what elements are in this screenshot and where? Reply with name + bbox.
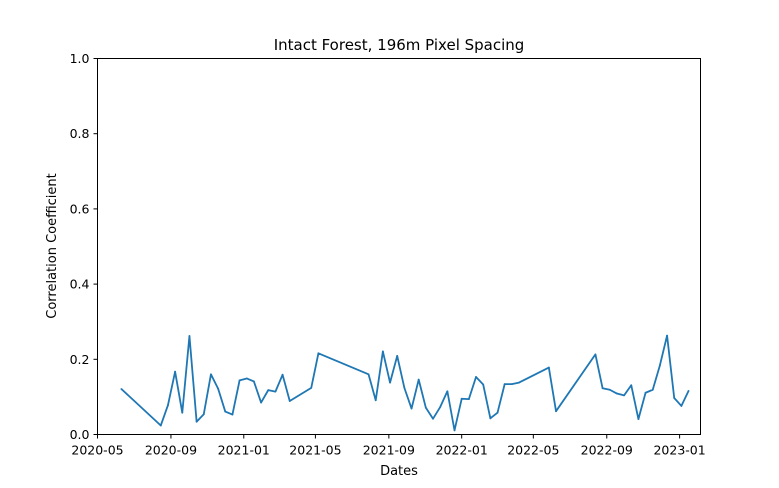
y-tick-label: 0.6	[70, 201, 90, 216]
data-point	[503, 383, 506, 386]
data-point	[188, 335, 191, 337]
data-point	[217, 387, 220, 390]
data-point	[195, 420, 198, 423]
chart-title: Intact Forest, 196m Pixel Spacing	[274, 36, 525, 54]
data-point	[623, 394, 625, 397]
data-points	[120, 334, 690, 432]
data-point	[555, 410, 557, 413]
data-point	[274, 390, 277, 393]
data-point	[120, 388, 123, 390]
y-axis-label: Correlation Coefficient	[45, 173, 60, 319]
data-point	[630, 384, 633, 387]
data-point	[510, 383, 513, 386]
y-tick-label: 0.8	[70, 126, 90, 141]
data-point	[389, 381, 391, 384]
data-point	[260, 401, 262, 404]
data-point	[367, 373, 370, 376]
data-point	[317, 352, 320, 355]
data-point	[288, 400, 291, 402]
data-point	[608, 388, 611, 391]
data-point	[238, 379, 241, 382]
data-point	[651, 388, 654, 391]
x-tick-label: 2021-05	[289, 443, 341, 458]
x-axis: 2020-05 2020-09 2021-01 2021-05 2021-09 2022-…	[71, 434, 706, 458]
data-point	[231, 413, 234, 416]
x-tick-label: 2022-05	[507, 443, 559, 458]
data-point	[644, 391, 647, 394]
data-point	[489, 417, 492, 420]
data-point	[417, 378, 420, 381]
data-point	[601, 387, 604, 390]
data-point	[410, 407, 413, 410]
data-point	[666, 334, 668, 337]
data-point	[453, 429, 456, 432]
data-point	[310, 386, 313, 389]
data-point	[547, 366, 550, 369]
data-point	[446, 390, 449, 393]
x-tick-label: 2020-09	[145, 443, 197, 458]
data-point	[460, 397, 463, 400]
data-point	[181, 411, 184, 414]
data-point	[202, 413, 205, 416]
x-tick-label: 2022-01	[436, 443, 488, 458]
data-point	[518, 381, 520, 384]
x-tick-label: 2021-01	[218, 443, 270, 458]
data-point	[594, 353, 597, 356]
data-point	[403, 386, 406, 389]
data-point	[253, 380, 255, 383]
data-point	[496, 411, 499, 414]
data-point	[673, 397, 676, 399]
data-point	[687, 389, 690, 392]
data-point	[210, 373, 212, 376]
data-point	[245, 377, 248, 380]
data-point	[616, 392, 618, 395]
x-tick-label: 2022-09	[581, 443, 633, 458]
data-point	[637, 418, 640, 420]
data-point	[432, 417, 434, 420]
y-tick-label: 0.4	[70, 277, 90, 292]
data-point	[475, 376, 477, 378]
data-point	[381, 350, 384, 353]
data-point	[374, 399, 377, 402]
data-point	[396, 355, 399, 357]
series-line	[120, 334, 690, 432]
x-axis-label: Dates	[380, 464, 418, 479]
data-point	[281, 373, 284, 376]
data-point	[267, 389, 270, 392]
data-point	[482, 383, 485, 386]
y-tick-label: 0.2	[70, 352, 90, 367]
data-point	[167, 404, 169, 407]
data-point	[659, 364, 661, 367]
x-tick-label: 2020-05	[71, 443, 123, 458]
data-point	[439, 406, 442, 408]
data-point	[680, 405, 683, 407]
plot-area-frame	[97, 58, 701, 435]
data-point	[159, 424, 162, 427]
data-point	[174, 370, 177, 373]
data-point	[224, 410, 227, 413]
data-point	[424, 406, 427, 409]
y-tick-label: 1.0	[70, 51, 90, 66]
y-axis: 0.0 0.2 0.4 0.6 0.8 1.0	[70, 51, 98, 442]
x-tick-label: 2021-09	[363, 443, 415, 458]
x-tick-label: 2023-01	[653, 443, 705, 458]
y-tick-label: 0.0	[70, 427, 90, 442]
data-point	[467, 398, 470, 401]
